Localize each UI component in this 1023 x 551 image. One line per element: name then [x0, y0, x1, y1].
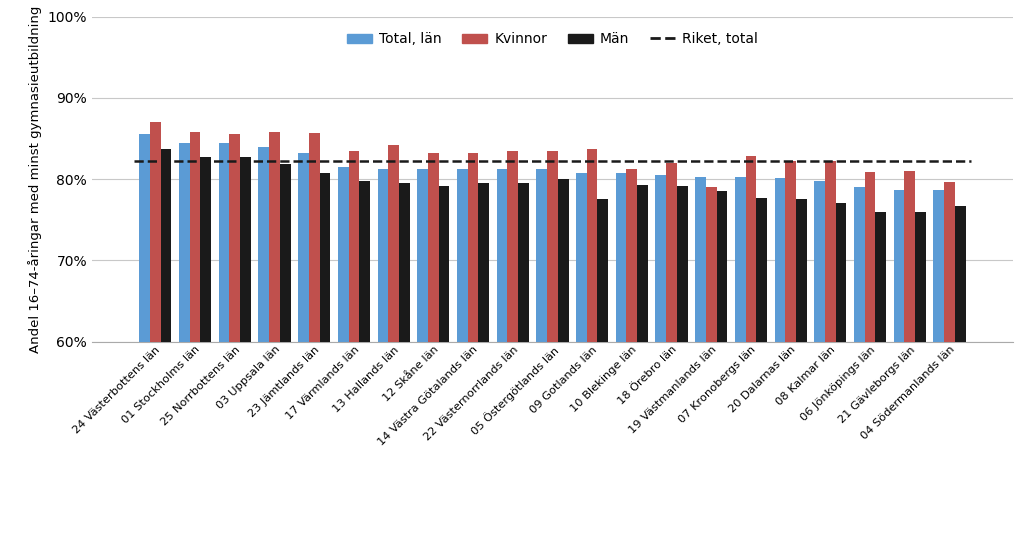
Bar — [825, 161, 836, 551]
Bar — [319, 174, 330, 551]
Bar — [876, 212, 886, 551]
Bar — [457, 169, 468, 551]
Bar — [774, 179, 786, 551]
Bar — [626, 169, 637, 551]
Bar — [576, 172, 587, 551]
Bar — [894, 190, 904, 551]
Bar — [954, 206, 966, 551]
Bar — [716, 191, 727, 551]
Bar — [706, 187, 716, 551]
Bar — [298, 153, 309, 551]
Bar — [944, 181, 954, 551]
Bar — [616, 174, 626, 551]
Bar — [904, 171, 916, 551]
Bar — [269, 132, 280, 551]
Bar — [389, 145, 399, 551]
Bar — [796, 199, 807, 551]
Bar — [637, 185, 648, 551]
Bar — [179, 143, 189, 551]
Bar — [854, 187, 864, 551]
Bar — [518, 183, 529, 551]
Bar — [933, 190, 944, 551]
Bar — [587, 149, 597, 551]
Bar — [359, 181, 370, 551]
Bar — [428, 153, 439, 551]
Bar — [259, 147, 269, 551]
Bar — [558, 179, 569, 551]
Bar — [189, 132, 201, 551]
Bar — [280, 164, 291, 551]
Bar — [201, 157, 211, 551]
Bar — [814, 181, 825, 551]
Bar — [240, 157, 251, 551]
Bar — [677, 186, 687, 551]
Bar — [597, 199, 609, 551]
Bar — [417, 169, 428, 551]
Bar — [139, 134, 150, 551]
Bar — [219, 143, 229, 551]
Bar — [916, 212, 926, 551]
Bar — [864, 172, 876, 551]
Bar — [150, 122, 161, 551]
Y-axis label: Andel 16–74-åringar med minst gymnasieutbildning: Andel 16–74-åringar med minst gymnasieut… — [29, 6, 42, 353]
Bar — [696, 177, 706, 551]
Bar — [161, 149, 172, 551]
Bar — [735, 177, 746, 551]
Bar — [377, 169, 389, 551]
Bar — [666, 163, 677, 551]
Legend: Total, län, Kvinnor, Män, Riket, total: Total, län, Kvinnor, Män, Riket, total — [342, 27, 763, 52]
Bar — [309, 133, 319, 551]
Bar — [746, 156, 756, 551]
Bar — [536, 169, 547, 551]
Bar — [399, 183, 409, 551]
Bar — [439, 186, 449, 551]
Bar — [507, 150, 518, 551]
Bar — [468, 153, 479, 551]
Bar — [229, 134, 240, 551]
Bar — [479, 183, 489, 551]
Bar — [786, 161, 796, 551]
Bar — [496, 169, 507, 551]
Bar — [836, 203, 846, 551]
Bar — [756, 198, 767, 551]
Bar — [349, 150, 359, 551]
Bar — [656, 175, 666, 551]
Bar — [338, 167, 349, 551]
Bar — [547, 150, 558, 551]
